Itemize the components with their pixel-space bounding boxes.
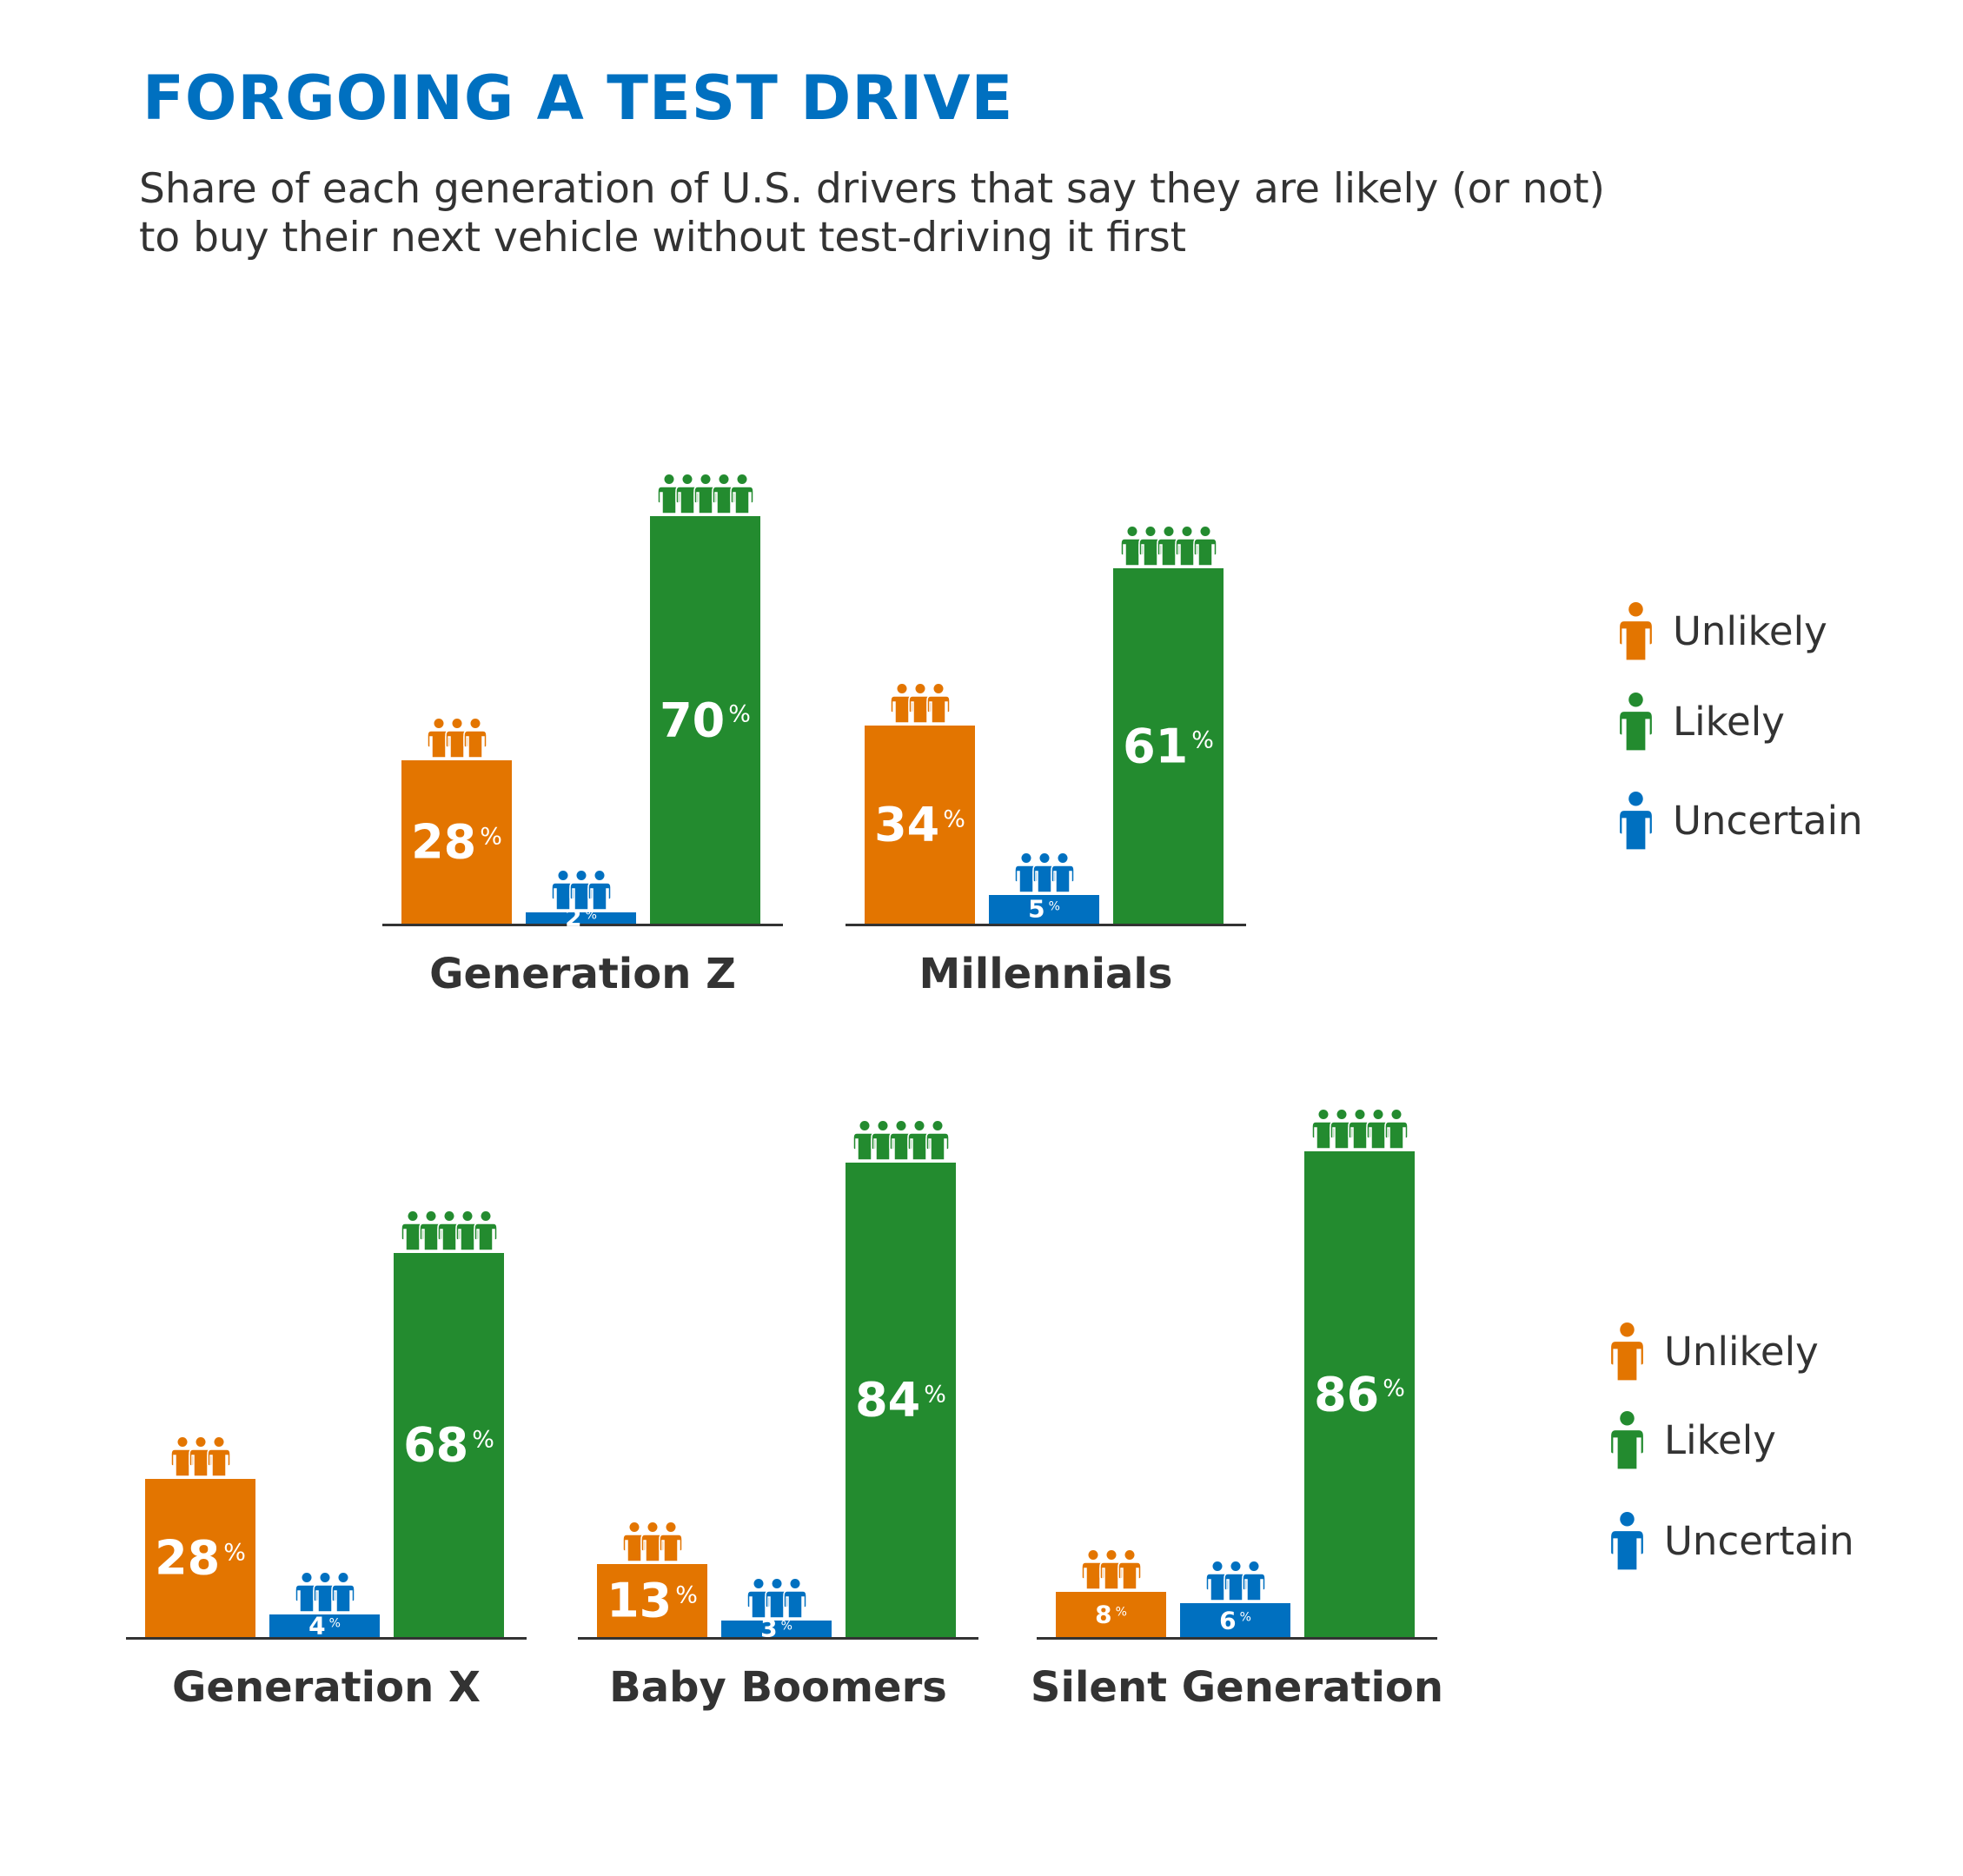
bar-likely: [650, 516, 760, 924]
bar-likely: [1304, 1151, 1415, 1637]
people-icon: [1080, 1548, 1143, 1594]
category-label: Silent Generation: [1030, 1663, 1444, 1712]
category-label: Millennials: [918, 950, 1173, 998]
bar-uncertain: [989, 894, 1099, 924]
data-label: 3%: [760, 1614, 792, 1643]
people-icon: [294, 1571, 356, 1616]
data-label: 28%: [155, 1530, 246, 1586]
people-icon: [852, 1119, 951, 1164]
bar-uncertain: [269, 1614, 380, 1637]
data-label: 61%: [1123, 719, 1214, 774]
people-icon: [746, 1577, 808, 1622]
bar-unlikely: [401, 760, 512, 924]
subtitle-line-2: to buy their next vehicle without test-d…: [139, 214, 1187, 262]
bar-uncertain: [526, 911, 636, 924]
person-icon: [1608, 1409, 1667, 1502]
people-icon: [400, 1210, 499, 1255]
category-label: Baby Boomers: [609, 1663, 947, 1712]
data-label: 86%: [1314, 1367, 1405, 1422]
person-icon: [1608, 1509, 1667, 1603]
legend-item-uncertain: Uncertain: [1616, 789, 1863, 852]
legend-label: Likely: [1673, 698, 1785, 745]
data-label: 5%: [1028, 894, 1060, 924]
bar-likely: [394, 1253, 504, 1637]
people-icon: [426, 717, 488, 762]
bar-uncertain: [1180, 1603, 1290, 1637]
baseline-axis: [578, 1637, 978, 1640]
baseline-axis: [1037, 1637, 1437, 1640]
chart-title: FORGOING A TEST DRIVE: [143, 63, 1014, 134]
baseline-axis: [846, 924, 1246, 926]
bar-unlikely: [865, 726, 975, 924]
bar-uncertain: [721, 1620, 832, 1637]
baseline-axis: [126, 1637, 527, 1640]
legend-label: Uncertain: [1673, 797, 1863, 844]
data-label: 4%: [308, 1611, 341, 1641]
data-label: 28%: [411, 814, 502, 870]
legend-item-unlikely: Unlikely: [1616, 600, 1827, 662]
data-label: 34%: [874, 797, 965, 852]
data-label: 68%: [403, 1417, 494, 1473]
data-label: 6%: [1219, 1606, 1251, 1634]
category-label: Generation Z: [429, 950, 736, 998]
bar-likely: [1113, 568, 1224, 924]
bar-likely: [846, 1163, 956, 1637]
legend-label: Likely: [1664, 1416, 1776, 1463]
baseline-axis: [382, 924, 783, 926]
people-icon: [656, 473, 755, 518]
legend-item-likely: Likely: [1616, 690, 1785, 752]
person-icon: [1608, 1320, 1667, 1414]
chart-subtitle: Share of each generation of U.S. drivers…: [139, 165, 1790, 262]
people-icon: [169, 1435, 232, 1481]
data-label: 2%: [565, 903, 597, 932]
person-icon: [1616, 600, 1675, 693]
category-label: Generation X: [171, 1663, 481, 1712]
legend-item-likely: Likely: [1608, 1409, 1776, 1471]
people-icon: [550, 869, 613, 914]
subtitle-line-1: Share of each generation of U.S. drivers…: [139, 165, 1605, 213]
data-label: 70%: [660, 693, 751, 747]
legend-label: Uncertain: [1664, 1517, 1854, 1564]
person-icon: [1616, 789, 1675, 883]
legend-item-unlikely: Unlikely: [1608, 1320, 1819, 1382]
legend-item-uncertain: Uncertain: [1608, 1509, 1854, 1572]
data-label: 84%: [855, 1372, 946, 1428]
people-icon: [1310, 1108, 1409, 1153]
legend-label: Unlikely: [1664, 1328, 1819, 1375]
bar-unlikely: [1056, 1592, 1166, 1637]
legend-label: Unlikely: [1673, 607, 1827, 654]
bar-unlikely: [145, 1479, 255, 1637]
person-icon: [1616, 690, 1675, 784]
data-label: 8%: [1095, 1600, 1127, 1629]
people-icon: [889, 682, 952, 727]
data-label: 13%: [607, 1573, 698, 1628]
people-icon: [1204, 1560, 1267, 1605]
bar-unlikely: [597, 1563, 707, 1637]
people-icon: [621, 1521, 684, 1566]
people-icon: [1119, 525, 1218, 570]
people-icon: [1013, 852, 1076, 897]
